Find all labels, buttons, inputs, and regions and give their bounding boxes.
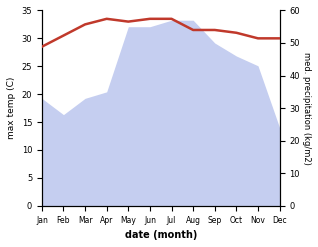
X-axis label: date (month): date (month): [125, 230, 197, 240]
Y-axis label: max temp (C): max temp (C): [7, 77, 16, 139]
Y-axis label: med. precipitation (kg/m2): med. precipitation (kg/m2): [302, 52, 311, 165]
